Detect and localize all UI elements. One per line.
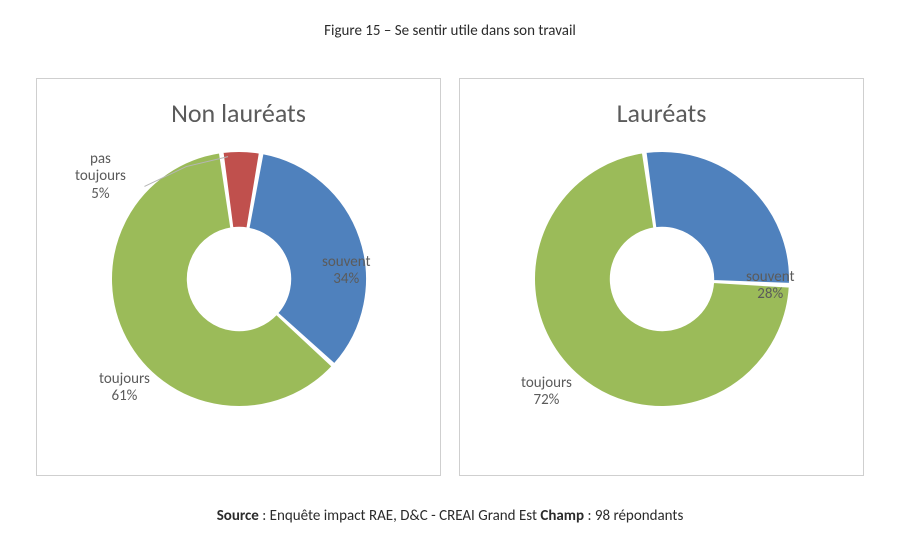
figure-title: Figure 15 – Se sentir utile dans son tra… <box>0 0 900 40</box>
charts-row: Non lauréats pas toujours 5% souvent 34%… <box>36 78 864 476</box>
chart-panel-non-laureats: Non lauréats pas toujours 5% souvent 34%… <box>36 78 441 476</box>
source-line: Source : Enquête impact RAE, D&C - CREAI… <box>0 507 900 525</box>
source-prefix-bold: Source <box>217 507 259 525</box>
source-champ-rest: : 98 répondants <box>584 507 683 525</box>
page: Figure 15 – Se sentir utile dans son tra… <box>0 0 900 555</box>
chart-panel-laureats: Lauréats souvent 28% toujours 72% <box>459 78 864 476</box>
slice-label-souvent: souvent 34% <box>322 254 371 289</box>
slice-label-souvent: souvent 28% <box>746 269 795 304</box>
slice-souvent <box>645 151 789 284</box>
slice-label-toujours: toujours 72% <box>521 375 572 410</box>
source-prefix-rest: : Enquête impact RAE, D&C - CREAI Grand … <box>259 507 541 525</box>
slice-label-pas-toujours: pas toujours 5% <box>75 151 126 203</box>
chart-title: Non lauréats <box>37 97 440 129</box>
chart-title: Lauréats <box>460 97 863 129</box>
source-champ-bold: Champ <box>540 507 584 525</box>
slice-label-toujours: toujours 61% <box>99 371 150 406</box>
